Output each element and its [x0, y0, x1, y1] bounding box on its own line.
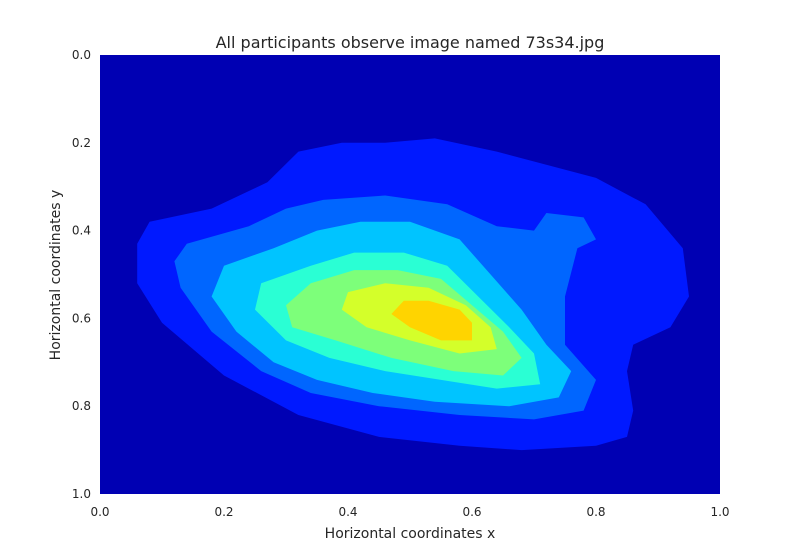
y-axis: 0.0 0.2 0.4 0.6 0.8 1.0: [72, 48, 91, 501]
x-tick-label: 0.6: [462, 505, 481, 519]
contour-level-7: [391, 300, 472, 341]
y-tick-label: 0.4: [72, 224, 91, 238]
plot-area: [100, 55, 720, 494]
x-tick-label: 1.0: [710, 505, 729, 519]
chart-title: All participants observe image named 73s…: [216, 33, 605, 52]
y-tick-label: 0.6: [72, 311, 91, 325]
x-tick-label: 0.4: [338, 505, 357, 519]
x-axis: 0.0 0.2 0.4 0.6 0.8 1.0: [90, 505, 729, 519]
y-axis-label: Horizontal coordinates y: [48, 190, 64, 361]
x-tick-label: 0.2: [214, 505, 233, 519]
x-tick-label: 0.0: [90, 505, 109, 519]
y-tick-label: 0.8: [72, 399, 91, 413]
y-tick-label: 0.2: [72, 136, 91, 150]
x-axis-label: Horizontal coordinates x: [325, 526, 496, 542]
y-tick-label: 0.0: [72, 48, 91, 62]
x-tick-label: 0.8: [586, 505, 605, 519]
y-tick-label: 1.0: [72, 487, 91, 501]
